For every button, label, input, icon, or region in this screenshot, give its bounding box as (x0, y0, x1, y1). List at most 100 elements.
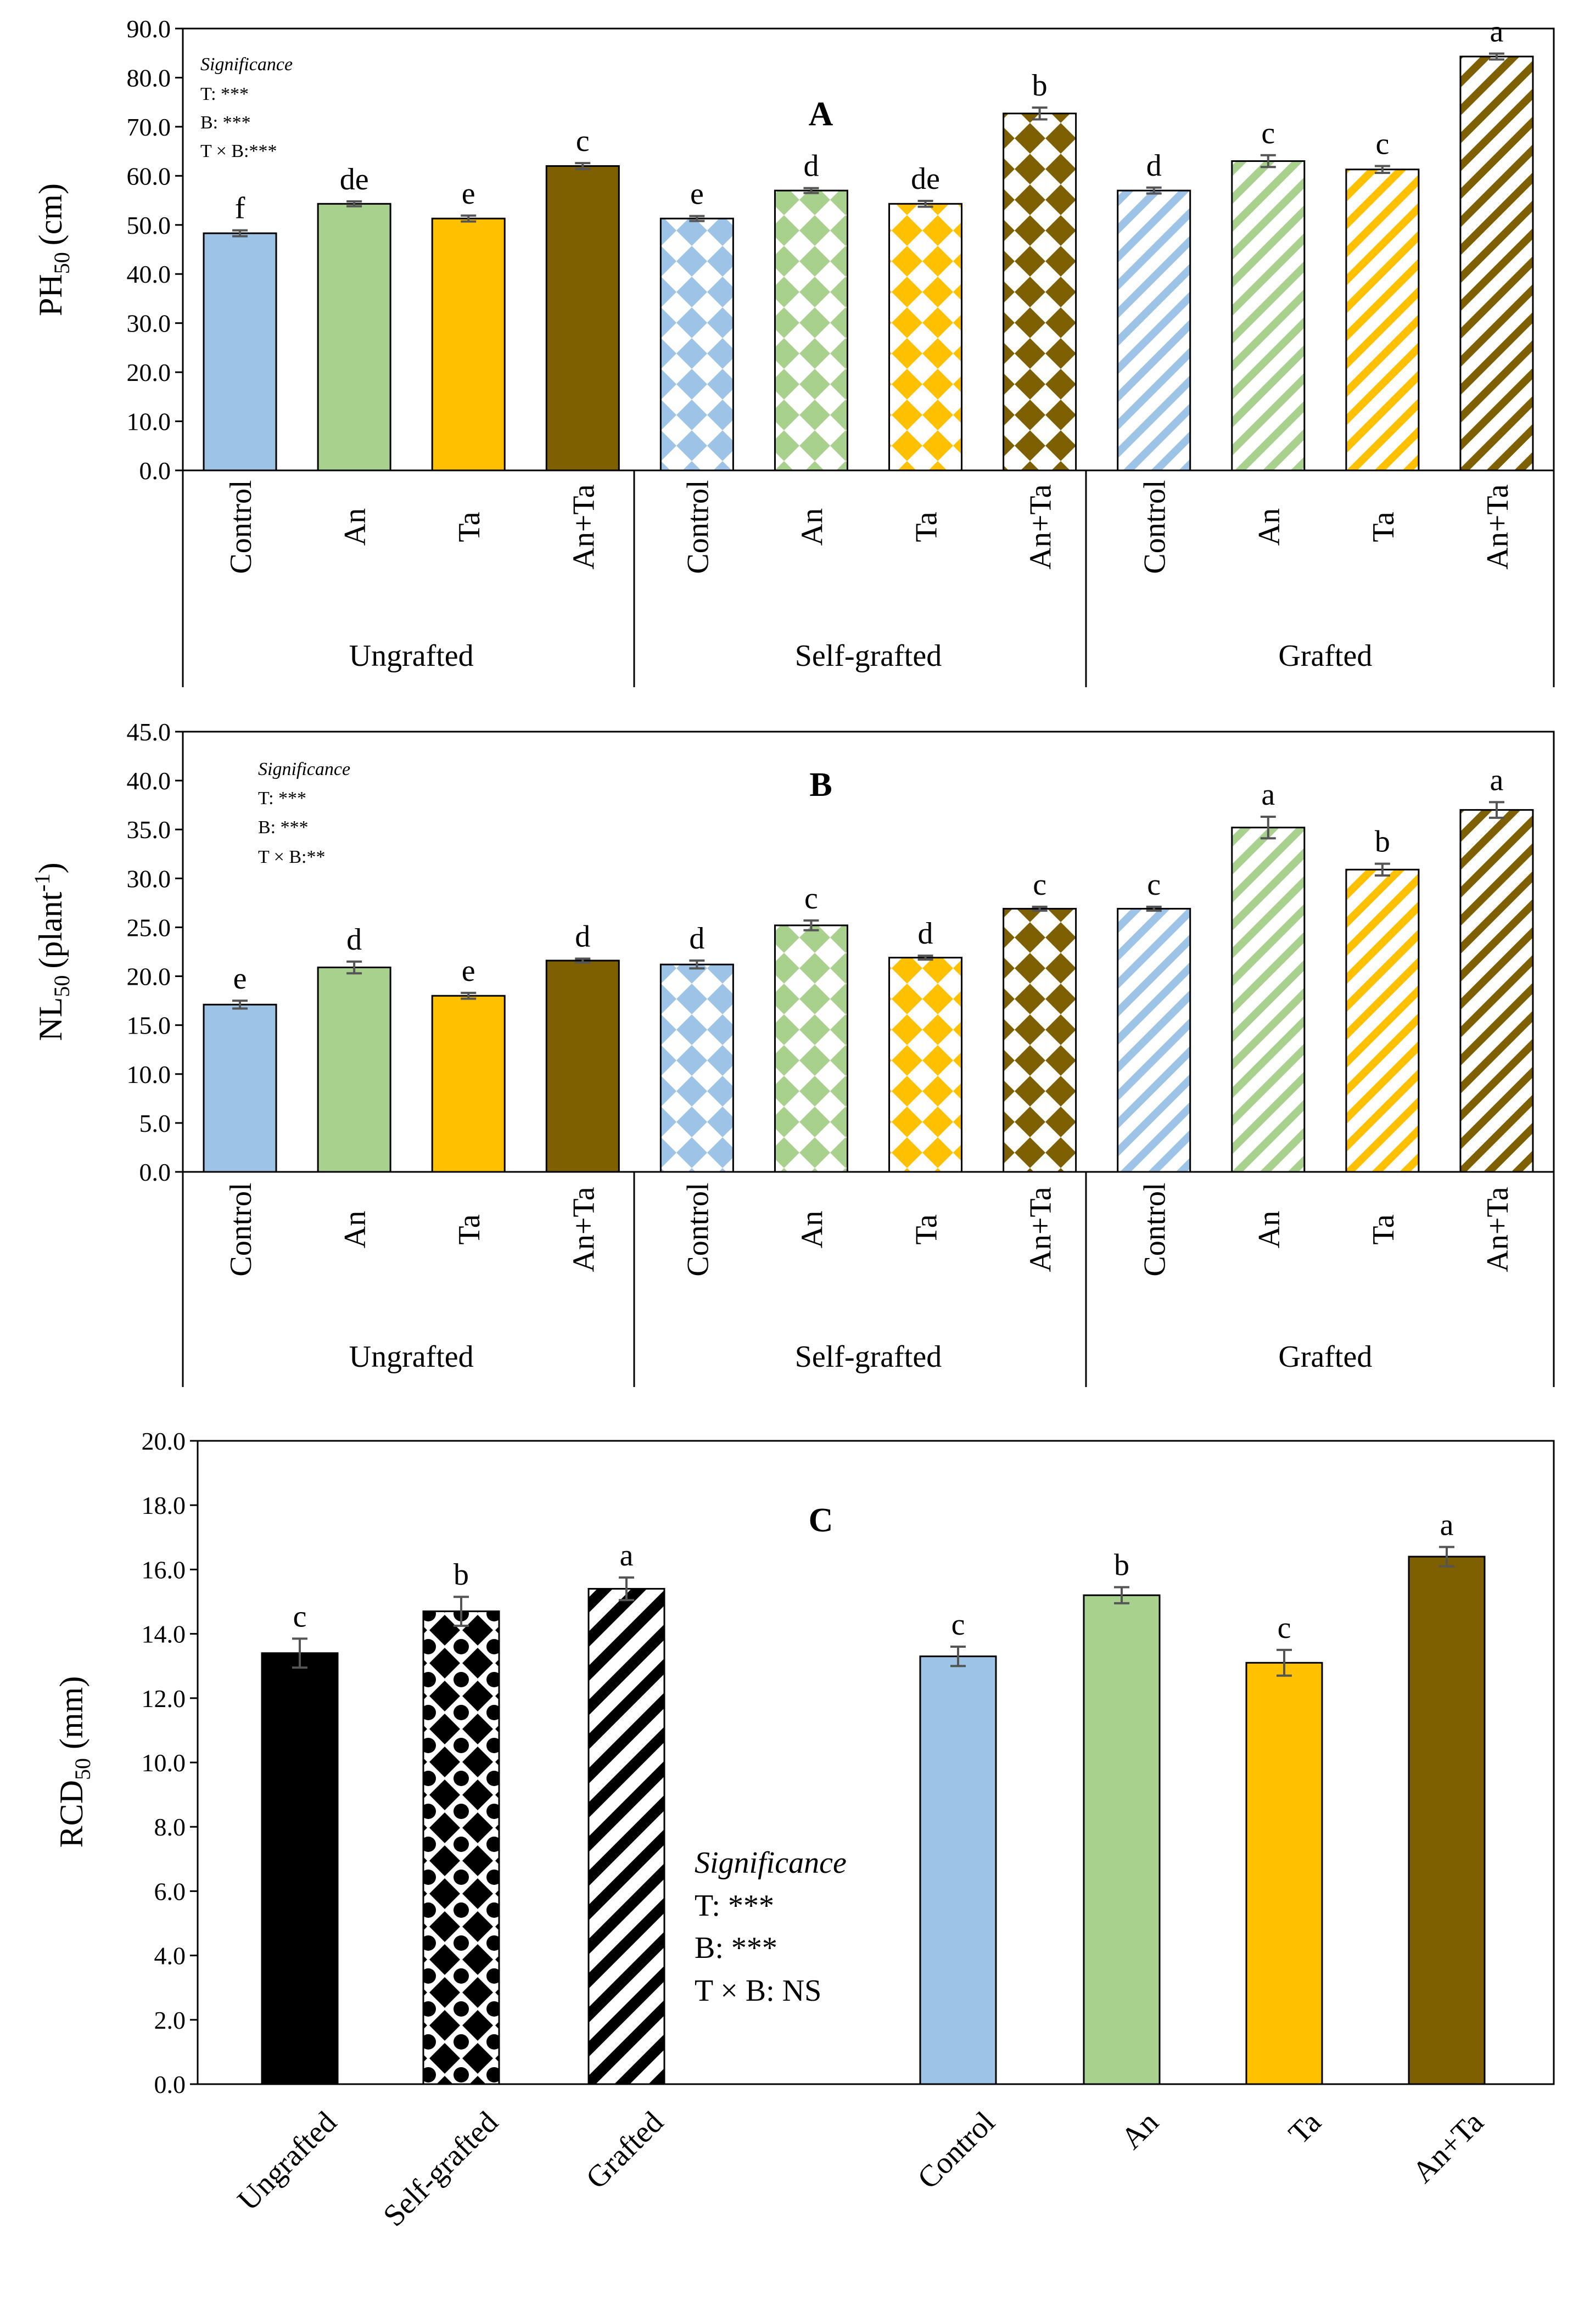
y-tick-label-c: 12.0 (142, 1685, 186, 1713)
data-label-b-self-grafted-an-ta: c (1033, 868, 1046, 902)
significance-title-c: Significance (695, 1846, 847, 1880)
bar-a-self-grafted-an-ta (1003, 113, 1077, 471)
data-label-c-an-ta-an-ta: a (1440, 1508, 1454, 1542)
bar-b-self-grafted-an-ta (1003, 908, 1077, 1173)
bar-b-self-grafted-ta (888, 957, 963, 1173)
data-label-b-grafted-an: a (1261, 778, 1275, 812)
y-axis-label-b: NL50(plant-1) (30, 862, 74, 1041)
data-label-b-grafted-control: c (1147, 868, 1161, 902)
y-tick-label-a: 70.0 (127, 113, 171, 141)
y-tick-label-c: 20.0 (142, 1427, 186, 1455)
y-tick-label-a: 10.0 (127, 408, 171, 436)
data-label-a-self-grafted-control: e (690, 177, 704, 211)
y-tick-label-b: 40.0 (127, 767, 171, 795)
data-label-a-self-grafted-an: d (803, 149, 819, 183)
x-tick-label-a: Control (1138, 480, 1172, 574)
data-label-b-self-grafted-control: d (689, 922, 704, 956)
y-tick-label-a: 90.0 (127, 15, 171, 43)
significance-line-c-3: T × B: NS (695, 1974, 821, 2008)
significance-line-c-2: B: *** (695, 1931, 777, 1965)
y-tick-label-c: 16.0 (142, 1556, 186, 1584)
bar-a-grafted-an-ta (1459, 55, 1534, 471)
group-label-a: Grafted (1278, 639, 1372, 673)
x-tick-label-a: Ta (910, 512, 944, 542)
bar-a-ungrafted-an-ta (545, 165, 620, 471)
data-label-a-grafted-an: c (1261, 116, 1275, 150)
bar-a-self-grafted-control (659, 217, 734, 471)
data-label-c-self-grafted-self-grafted: b (454, 1558, 469, 1592)
group-label-b: Grafted (1278, 1340, 1372, 1374)
bar-b-ungrafted-an (317, 967, 391, 1173)
bar-c-self-grafted-self-grafted (422, 1610, 500, 2085)
bar-c-control-control (919, 1655, 997, 2085)
x-tick-label-b: Ta (452, 1214, 486, 1244)
data-label-a-grafted-an-ta: a (1490, 15, 1504, 49)
x-tick-label-b: An+Ta (1481, 1187, 1515, 1272)
y-tick-label-a: 80.0 (127, 64, 171, 92)
y-axis-label-c: RCD50(mm) (53, 1676, 95, 1848)
group-label-a: Self-grafted (795, 639, 942, 673)
x-tick-label-a: Control (681, 480, 715, 574)
data-label-c-control-control: c (951, 1608, 965, 1642)
significance-line-b-3: T × B:** (258, 847, 325, 867)
y-tick-label-c: 0.0 (154, 2070, 186, 2098)
data-label-a-grafted-ta: c (1375, 127, 1389, 161)
data-label-c-ungrafted-ungrafted: c (293, 1599, 307, 1633)
bar-a-grafted-an (1231, 160, 1306, 471)
significance-title-a: Significance (200, 54, 293, 75)
data-label-b-ungrafted-an: d (346, 923, 362, 957)
data-label-b-self-grafted-ta: d (918, 917, 933, 951)
x-tick-label-a: An (1252, 508, 1286, 546)
y-axis-label-a: PH50(cm) (32, 183, 74, 316)
bar-b-grafted-ta (1345, 868, 1420, 1173)
x-tick-label-b: An (338, 1211, 372, 1248)
data-label-c-grafted-grafted: a (620, 1539, 634, 1573)
data-label-b-ungrafted-ta: e (462, 954, 475, 988)
group-label-a: Ungrafted (349, 639, 474, 673)
x-tick-label-c: Self-grafted (377, 2105, 505, 2233)
y-tick-label-b: 10.0 (127, 1060, 171, 1088)
bar-b-self-grafted-control (659, 963, 734, 1173)
x-tick-label-b: An (795, 1211, 829, 1248)
y-tick-label-b: 45.0 (127, 718, 171, 746)
y-tick-label-a: 60.0 (127, 162, 171, 190)
bar-b-ungrafted-ta (431, 995, 506, 1173)
x-tick-label-b: An (1252, 1211, 1286, 1248)
y-tick-label-c: 6.0 (154, 1877, 186, 1905)
data-label-a-ungrafted-an-ta: c (576, 124, 590, 158)
x-tick-label-a: An (795, 508, 829, 546)
y-tick-label-b: 0.0 (139, 1158, 171, 1186)
data-label-b-ungrafted-control: e (233, 962, 247, 996)
significance-line-b-1: T: *** (258, 788, 306, 809)
y-tick-label-b: 35.0 (127, 816, 171, 844)
bar-c-ungrafted-ungrafted (261, 1652, 339, 2085)
bar-b-grafted-an (1231, 827, 1306, 1173)
data-label-c-an-an: b (1114, 1548, 1129, 1582)
y-tick-label-a: 20.0 (127, 358, 171, 386)
x-tick-label-a: Ta (452, 512, 486, 542)
data-label-a-ungrafted-control: f (235, 192, 245, 226)
bar-a-ungrafted-control (203, 232, 277, 471)
data-label-c-ta-ta: c (1278, 1611, 1291, 1645)
x-tick-label-a: Control (224, 480, 258, 574)
x-tick-label-b: Ta (1367, 1214, 1401, 1244)
x-tick-label-c: An (1115, 2105, 1165, 2155)
x-tick-label-b: Ta (910, 1214, 944, 1244)
y-tick-label-c: 8.0 (154, 1813, 186, 1841)
data-label-a-self-grafted-an-ta: b (1032, 69, 1048, 103)
bar-b-grafted-control (1117, 908, 1191, 1173)
significance-line-c-1: T: *** (695, 1889, 774, 1923)
bar-a-self-grafted-an (774, 189, 848, 471)
x-tick-label-b: Control (681, 1182, 715, 1276)
x-tick-label-c: Grafted (579, 2105, 670, 2196)
x-tick-label-b: An+Ta (1024, 1187, 1058, 1272)
bar-a-grafted-control (1117, 189, 1191, 471)
bar-b-self-grafted-an (774, 924, 848, 1173)
x-tick-label-a: An+Ta (1024, 484, 1058, 569)
panel-c: C Significance T: *** B: *** T × B: NS R… (53, 1440, 1555, 2085)
significance-line-a-3: T × B:*** (200, 141, 277, 161)
group-label-b: Self-grafted (795, 1340, 942, 1374)
x-tick-label-a: An (338, 508, 372, 546)
data-label-a-ungrafted-an: de (340, 162, 369, 197)
